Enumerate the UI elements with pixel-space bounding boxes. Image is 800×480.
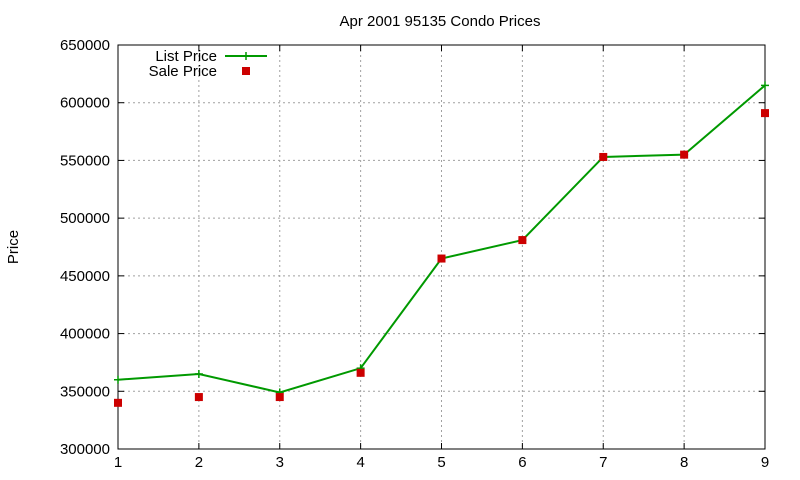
y-axis-label: Price	[5, 230, 22, 264]
data-point	[275, 393, 284, 402]
x-tick-label: 1	[114, 454, 122, 471]
y-tick-label: 400000	[60, 326, 110, 343]
data-point	[761, 109, 769, 118]
y-tick-label: 350000	[60, 383, 110, 400]
y-tick-label: 500000	[60, 210, 110, 227]
y-tick-label: 600000	[60, 95, 110, 112]
x-tick-label: 9	[761, 454, 769, 471]
data-point	[761, 81, 769, 90]
y-tick-label: 650000	[60, 37, 110, 54]
chart-title: Apr 2001 95135 Condo Prices	[340, 13, 541, 30]
legend-label: Sale Price	[149, 63, 217, 80]
data-point	[114, 398, 122, 407]
data-point	[518, 236, 527, 245]
y-tick-label: 300000	[60, 441, 110, 458]
data-point	[356, 368, 365, 377]
x-tick-label: 3	[276, 454, 284, 471]
series-2	[114, 109, 769, 407]
data-point	[114, 375, 122, 384]
y-tick-label: 550000	[60, 152, 110, 169]
series-1	[114, 81, 769, 397]
data-point	[437, 254, 446, 263]
x-tick-label: 2	[195, 454, 203, 471]
grid	[118, 45, 765, 449]
series-layer	[114, 81, 769, 407]
x-tick-label: 6	[518, 454, 526, 471]
x-tick-label: 5	[437, 454, 445, 471]
legend-swatch	[242, 67, 250, 75]
legend-marker	[242, 52, 250, 60]
y-tick-label: 450000	[60, 268, 110, 285]
data-point	[680, 150, 689, 159]
data-point	[599, 152, 608, 161]
x-tick-label: 8	[680, 454, 688, 471]
data-point	[194, 393, 203, 402]
legend-label: List Price	[155, 48, 217, 65]
x-tick-label: 7	[599, 454, 607, 471]
axis-ticks: 300000 350000 400000 450000 500000 550000 6000…	[60, 37, 769, 471]
data-point	[194, 369, 203, 378]
x-tick-label: 4	[356, 454, 364, 471]
plot-frame	[117, 44, 766, 450]
